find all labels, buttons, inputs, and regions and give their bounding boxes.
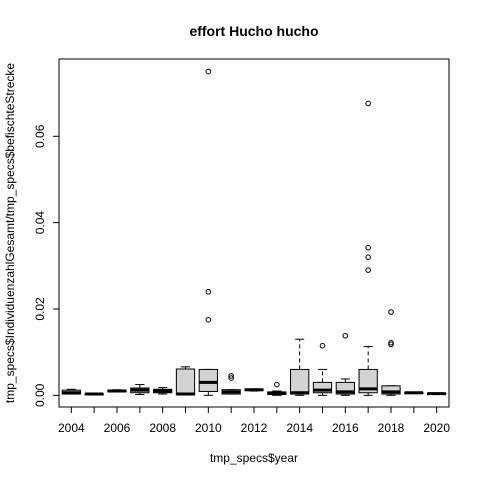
box-2004 <box>61 388 81 395</box>
x-tick-label: 2020 <box>423 421 450 435</box>
y-tick-label: 0.06 <box>33 124 47 148</box>
y-axis: 0.00 0.02 0.04 0.06 <box>33 124 60 407</box>
x-tick-label: 2004 <box>58 421 85 435</box>
y-axis-label: tmp_specs$IndividuenzahlGesamt/tmp_specs… <box>3 63 17 404</box>
box-2007 <box>130 384 150 395</box>
y-tick-label: 0.02 <box>33 297 47 321</box>
box-2014 <box>290 338 310 396</box>
box-2013 <box>267 381 287 396</box>
chart-title: effort Hucho hucho <box>189 23 318 39</box>
outlier-point <box>388 339 394 346</box>
box-2019 <box>404 391 424 395</box>
box-body <box>198 368 218 392</box>
box-body <box>312 381 333 394</box>
x-tick-label: 2016 <box>332 421 359 435</box>
box-body <box>381 385 401 395</box>
outlier-point <box>388 341 394 348</box>
x-tick-label: 2012 <box>241 421 268 435</box>
box-2020 <box>427 392 447 396</box>
outlier-point <box>205 68 212 75</box>
outlier-point <box>365 254 371 260</box>
x-tick-label: 2008 <box>149 421 176 435</box>
outlier-point <box>342 332 349 339</box>
box-2009 <box>175 366 196 396</box>
box-2018 <box>381 309 401 396</box>
box-2010 <box>198 68 218 396</box>
box-2017 <box>358 100 378 396</box>
plot-frame <box>58 58 450 408</box>
outlier-point <box>228 375 234 381</box>
box-body <box>335 381 355 395</box>
x-axis-label: tmp_specs$year <box>210 451 298 465</box>
x-axis: 2004 2006 2008 2010 2012 2014 2016 2018 2020 <box>58 406 450 435</box>
x-tick-label: 2006 <box>104 421 131 435</box>
outlier-point <box>388 309 394 315</box>
outlier-point <box>274 381 280 388</box>
box-2011 <box>221 373 241 395</box>
box-body <box>175 368 196 396</box>
x-tick-label: 2018 <box>378 421 405 435</box>
outlier-point <box>365 244 371 251</box>
box-2006 <box>107 389 127 393</box>
box-2015 <box>312 342 333 396</box>
outlier-point <box>365 100 371 107</box>
x-tick-label: 2014 <box>286 421 313 435</box>
outlier-point <box>228 373 234 379</box>
box-group <box>61 68 447 396</box>
box-body <box>358 368 378 394</box>
x-tick-label: 2010 <box>195 421 222 435</box>
outlier-point <box>365 267 371 273</box>
y-tick-label: 0.04 <box>33 211 47 235</box>
box-2008 <box>153 387 173 395</box>
box-2012 <box>244 388 264 392</box>
y-tick-label: 0.00 <box>33 383 47 407</box>
outlier-point <box>205 316 212 323</box>
outlier-point <box>205 288 212 295</box>
box-body <box>290 368 310 395</box>
box-2016 <box>335 332 355 396</box>
box-2005 <box>84 392 104 396</box>
outlier-point <box>319 342 326 349</box>
